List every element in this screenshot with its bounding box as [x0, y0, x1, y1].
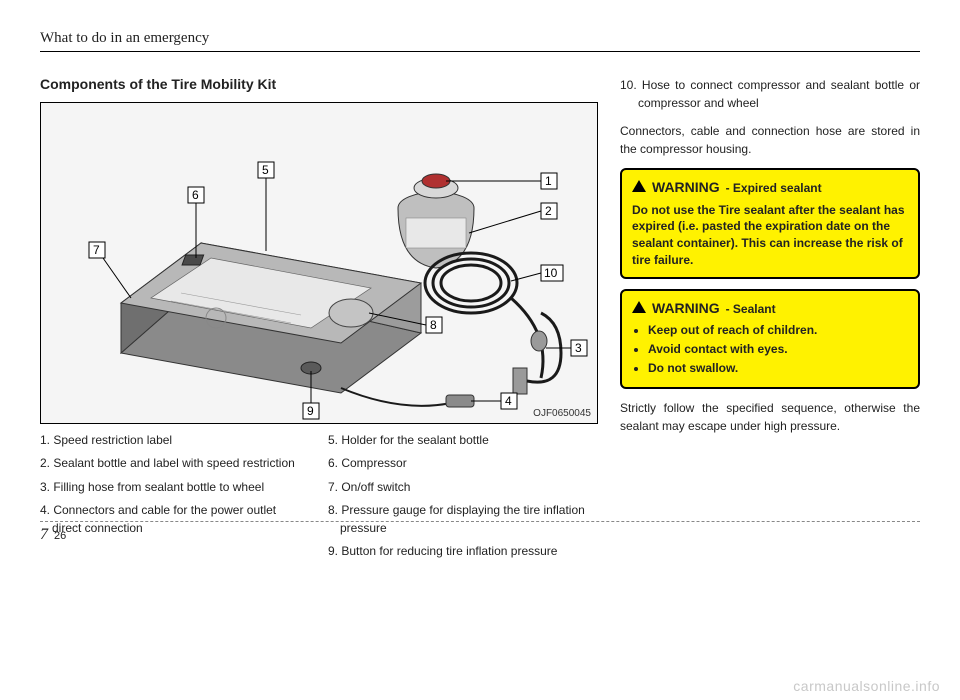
warning-title: WARNING - Expired sealant	[632, 178, 908, 198]
warning-subtitle: - Expired sealant	[726, 181, 822, 195]
tire-kit-diagram: 1 2 10 3	[41, 103, 597, 423]
warning-body: Keep out of reach of children. Avoid con…	[632, 322, 908, 376]
list-col-a: 1. Speed restriction label 2. Sealant bo…	[40, 432, 308, 566]
warning-triangle-icon	[632, 180, 646, 192]
warning-subtitle: - Sealant	[726, 302, 776, 316]
warning-title: WARNING - Sealant	[632, 299, 908, 319]
content-columns: Components of the Tire Mobility Kit	[40, 76, 920, 566]
warning-body: Do not use the Tire sealant after the se…	[632, 202, 908, 269]
callout-4: 4	[505, 394, 512, 408]
list-item: 5. Holder for the sealant bottle	[328, 432, 596, 449]
warning-list: Keep out of reach of children. Avoid con…	[632, 322, 908, 376]
warning-word: WARNING	[652, 179, 720, 195]
section-header: What to do in an emergency	[40, 30, 920, 52]
list-col-b: 5. Holder for the sealant bottle 6. Comp…	[328, 432, 596, 566]
list-item: 2. Sealant bottle and label with speed r…	[40, 455, 308, 472]
warning-triangle-icon	[632, 301, 646, 313]
warning-list-item: Do not swallow.	[648, 360, 908, 377]
list-item: 6. Compressor	[328, 455, 596, 472]
warning-list-item: Avoid contact with eyes.	[648, 341, 908, 358]
list-item: 3. Filling hose from sealant bottle to w…	[40, 479, 308, 496]
component-list: 1. Speed restriction label 2. Sealant bo…	[40, 432, 596, 566]
list-item: 7. On/off switch	[328, 479, 596, 496]
left-column: Components of the Tire Mobility Kit	[40, 76, 596, 566]
figure-code: OJF0650045	[533, 408, 591, 419]
body-text: Strictly follow the specified sequence, …	[620, 399, 920, 435]
right-column: 10. Hose to connect compressor and seala…	[620, 76, 920, 566]
callout-10: 10	[544, 266, 558, 280]
body-text: 10. Hose to connect compressor and seala…	[620, 76, 920, 112]
list-item: 9. Button for reducing tire inflation pr…	[328, 543, 596, 560]
warning-list-item: Keep out of reach of children.	[648, 322, 908, 339]
callout-3: 3	[575, 341, 582, 355]
warning-sealant: WARNING - Sealant Keep out of reach of c…	[620, 289, 920, 389]
body-text: Connectors, cable and connection hose ar…	[620, 122, 920, 158]
watermark: carmanualsonline.info	[793, 678, 940, 694]
chapter-number: 7	[40, 526, 48, 544]
list-item: 1. Speed restriction label	[40, 432, 308, 449]
warning-expired-sealant: WARNING - Expired sealant Do not use the…	[620, 168, 920, 279]
callout-2: 2	[545, 204, 552, 218]
callout-5: 5	[262, 163, 269, 177]
callout-1: 1	[545, 174, 552, 188]
callout-8: 8	[430, 318, 437, 332]
callout-9: 9	[307, 404, 314, 418]
callout-6: 6	[192, 188, 199, 202]
warning-word: WARNING	[652, 300, 720, 316]
callout-7: 7	[93, 243, 100, 257]
section-title: Components of the Tire Mobility Kit	[40, 76, 596, 92]
page-footer: 7 26	[40, 521, 920, 544]
page-number: 26	[54, 530, 66, 542]
page-container: What to do in an emergency Components of…	[0, 0, 960, 566]
figure-illustration: 1 2 10 3	[40, 102, 598, 424]
